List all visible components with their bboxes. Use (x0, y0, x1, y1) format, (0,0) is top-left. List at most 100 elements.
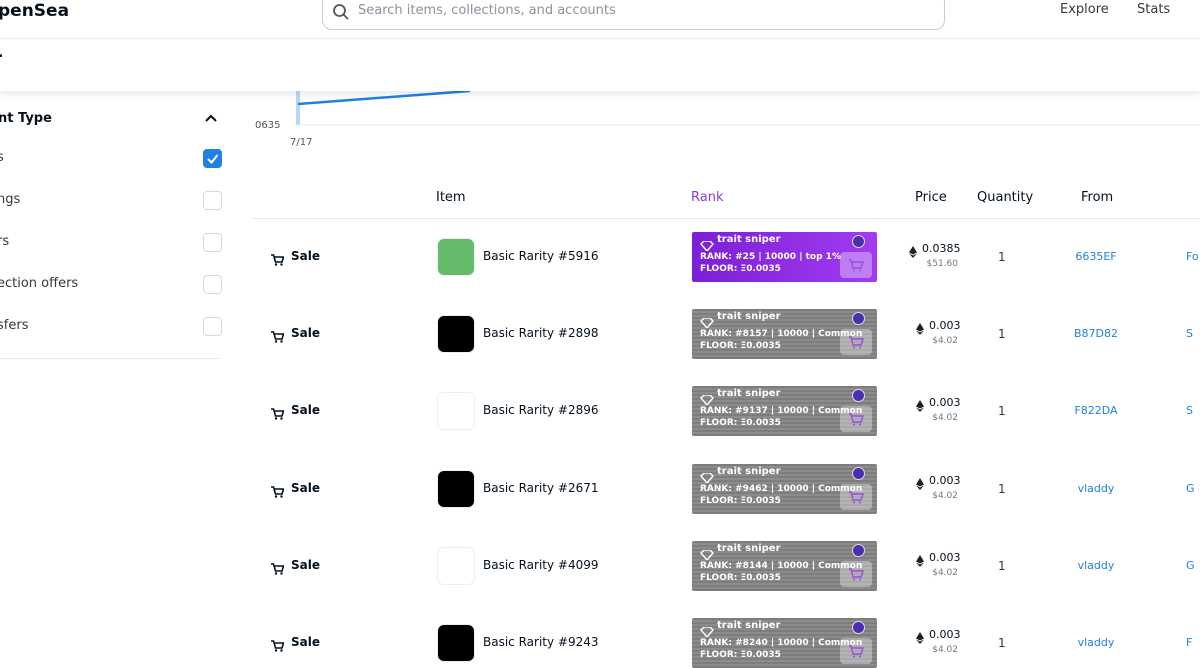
eth-icon (916, 477, 924, 490)
to-account[interactable]: S (1186, 327, 1193, 341)
event-type: Sale (291, 635, 320, 649)
chart-y-label: 0635 (255, 120, 280, 131)
badge-title: trait sniper (717, 388, 781, 400)
to-account[interactable]: G (1186, 558, 1195, 572)
badge-rank: RANK: #8144 | 10000 | Common (700, 560, 863, 571)
cart-icon (271, 640, 285, 652)
buy-button[interactable] (840, 638, 872, 664)
cart-icon (271, 485, 285, 498)
badge-icon (700, 236, 714, 255)
filter-label[interactable]: rs (0, 234, 10, 249)
badge-logo (852, 235, 865, 248)
nav-link[interactable]: Explore (1060, 2, 1109, 17)
sub-text: . (0, 45, 3, 61)
badge-title: trait sniper (717, 620, 781, 631)
item-thumbnail[interactable] (437, 238, 475, 276)
item-name[interactable]: Basic Rarity #4099 (483, 557, 599, 572)
buy-icon (849, 490, 864, 504)
checkbox[interactable] (203, 233, 222, 252)
item-thumbnail[interactable] (437, 392, 475, 431)
event-type: Sale (291, 557, 320, 572)
checkbox[interactable] (203, 275, 222, 294)
quantity: 1 (998, 481, 1006, 496)
quantity: 1 (998, 250, 1006, 264)
buy-button[interactable] (840, 252, 872, 278)
checkbox[interactable] (203, 317, 222, 336)
from-account[interactable]: B87D82 (1073, 327, 1119, 341)
event-type: Sale (291, 326, 320, 341)
event-icon (271, 637, 285, 656)
from-account[interactable]: vladdy (1077, 481, 1115, 495)
buy-icon (849, 259, 864, 272)
cart-icon (271, 408, 285, 421)
item-name[interactable]: Basic Rarity #9243 (483, 635, 599, 649)
price-usd: $4.02 (932, 567, 958, 578)
badge-floor: FLOOR: Ξ0.0035 (700, 341, 781, 352)
logo[interactable]: penSea (0, 1, 70, 21)
item-thumbnail[interactable] (437, 546, 475, 585)
quantity: 1 (998, 404, 1006, 419)
badge-title: trait sniper (717, 542, 781, 554)
search-box[interactable]: Search items, collections, and accounts (322, 0, 945, 30)
item-name[interactable]: Basic Rarity #2898 (483, 326, 599, 341)
filter-label[interactable]: ection offers (0, 276, 79, 291)
trait-badge: trait sniper RANK: #8240 | 10000 | Common… (692, 618, 877, 668)
from-account[interactable]: 6635EF (1075, 250, 1117, 263)
from-account[interactable]: vladdy (1077, 636, 1115, 649)
badge-logo (852, 543, 865, 557)
cart-icon (271, 254, 285, 266)
buy-button[interactable] (840, 329, 872, 356)
item-name[interactable]: Basic Rarity #5916 (483, 249, 599, 263)
to-account[interactable]: S (1186, 404, 1193, 418)
item-thumbnail[interactable] (437, 469, 475, 508)
filter-label[interactable]: sfers (0, 318, 29, 333)
filter-label[interactable]: ngs (0, 192, 21, 207)
check-mark (207, 154, 219, 164)
eth-icon (916, 629, 924, 648)
buy-button[interactable] (840, 406, 872, 433)
badge-floor: FLOOR: Ξ0.0035 (700, 418, 781, 429)
price: 0.003 (929, 550, 961, 564)
item-name[interactable]: Basic Rarity #2671 (483, 480, 599, 495)
filter-label[interactable]: s (0, 150, 4, 165)
buy-button[interactable] (840, 483, 872, 510)
buy-icon (849, 336, 864, 349)
to-account[interactable]: Fo (1186, 250, 1199, 263)
eth-icon (916, 400, 924, 413)
buy-icon (849, 645, 864, 658)
to-account[interactable]: G (1186, 481, 1195, 495)
badge-logo (852, 466, 865, 480)
item-name[interactable]: Basic Rarity #2896 (483, 403, 599, 418)
event-type: Sale (291, 480, 320, 495)
eth-icon (909, 246, 917, 258)
table-header-divider (253, 218, 1200, 219)
trait-badge: trait sniper RANK: #9462 | 10000 | Common… (692, 463, 877, 514)
diamond-icon (700, 626, 714, 639)
checkbox[interactable] (203, 191, 222, 210)
badge-title: trait sniper (717, 465, 781, 477)
item-thumbnail[interactable] (437, 624, 475, 662)
item-thumbnail[interactable] (437, 315, 475, 354)
nav-link[interactable]: Stats (1137, 2, 1171, 17)
price: 0.003 (929, 396, 961, 410)
badge-floor: FLOOR: Ξ0.0035 (700, 264, 781, 274)
search-placeholder: Search items, collections, and accounts (358, 3, 616, 18)
diamond-icon (700, 394, 714, 407)
collapse-icon[interactable] (204, 112, 218, 124)
checkbox[interactable] (203, 149, 222, 168)
quantity: 1 (998, 327, 1006, 342)
badge-logo (852, 389, 865, 403)
badge-icon (700, 313, 714, 332)
eth-icon (916, 397, 924, 416)
from-account[interactable]: vladdy (1077, 558, 1115, 572)
eth-icon (916, 554, 924, 567)
eth-icon (916, 475, 924, 494)
badge-logo (852, 621, 865, 634)
to-account[interactable]: F (1186, 636, 1193, 649)
quantity: 1 (998, 636, 1006, 650)
from-account[interactable]: F822DA (1074, 404, 1118, 418)
filter-title[interactable]: nt Type (0, 111, 52, 126)
column-header: Price (915, 190, 947, 205)
buy-button[interactable] (840, 560, 872, 587)
